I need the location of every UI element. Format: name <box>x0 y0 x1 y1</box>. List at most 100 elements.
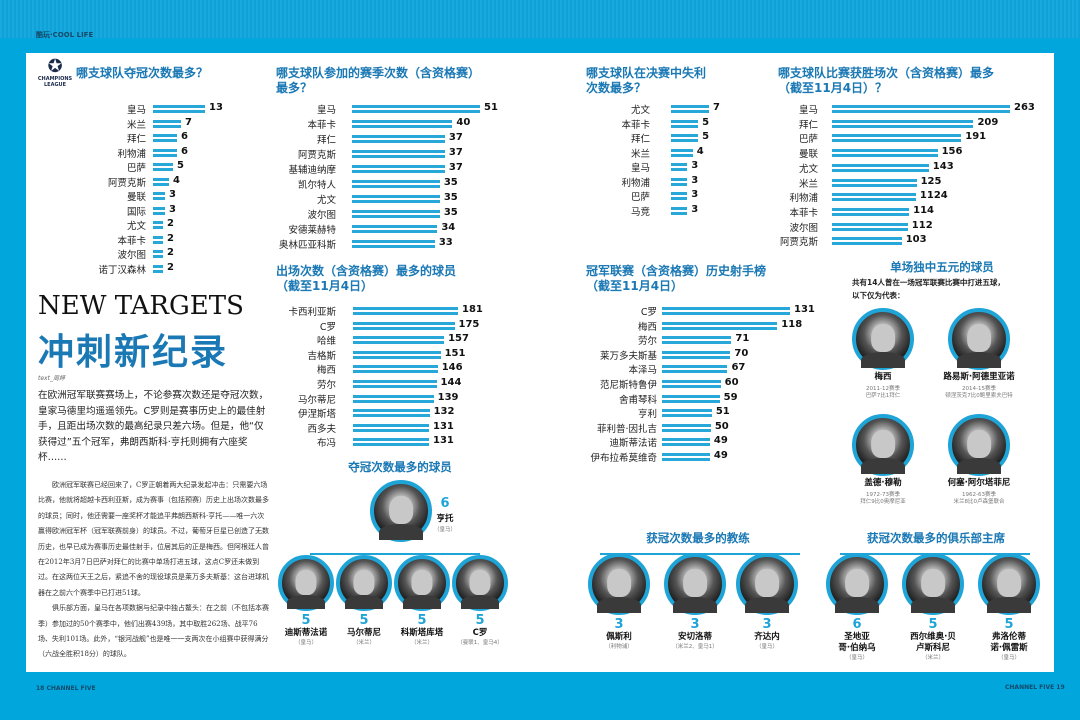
bar-value: 33 <box>438 237 453 248</box>
bar <box>671 177 688 186</box>
bar <box>832 222 908 231</box>
person-photo <box>852 414 914 476</box>
bar-label: 迪斯蒂法诺 <box>609 438 657 450</box>
bar-label: 国际 <box>126 206 146 218</box>
bar-value: 3 <box>691 189 699 200</box>
bar-value: 3 <box>169 189 176 200</box>
bar-value: 1124 <box>919 190 948 202</box>
bar-label: 波尔图 <box>117 250 146 261</box>
bar-label: 本菲卡 <box>621 119 650 131</box>
bar <box>153 206 165 215</box>
bar-label: 拜仁 <box>798 119 818 131</box>
bar-label: C罗 <box>319 321 336 333</box>
bar <box>832 193 916 202</box>
bar-value: 71 <box>735 333 750 345</box>
bar <box>352 195 440 203</box>
bar-value: 2 <box>167 232 174 244</box>
bar-label: 凯尔特人 <box>297 180 336 191</box>
player-name: 路易斯·阿德里亚诺 <box>943 372 1015 382</box>
bar <box>832 119 974 128</box>
bar <box>671 119 699 128</box>
bar <box>153 105 205 113</box>
bar-label: 伊涅斯塔 <box>297 409 336 421</box>
bar-value: 2 <box>167 218 174 229</box>
bar-value: 263 <box>1014 102 1035 113</box>
bar <box>153 163 173 171</box>
bar-value: 35 <box>443 192 458 203</box>
bar-value: 13 <box>209 102 223 113</box>
president-name: 哥·伯纳乌 <box>838 643 876 653</box>
bar-value: 175 <box>458 318 480 330</box>
bar-label: 劳尔 <box>316 380 336 391</box>
bar <box>832 134 962 143</box>
person-photo <box>978 553 1040 615</box>
player-name: 科斯塔库塔 <box>400 628 444 638</box>
bar-value: 49 <box>713 435 728 447</box>
bar <box>662 409 712 418</box>
bar-value: 3 <box>691 160 699 171</box>
bar <box>662 453 710 461</box>
bar-value: 139 <box>437 391 459 403</box>
presidents-title: 获冠次数最多的俱乐部主席 <box>867 531 1005 545</box>
player-name: C罗 <box>472 628 488 638</box>
bar-value: 6 <box>181 131 188 142</box>
bar-value: 60 <box>724 377 739 388</box>
bar-label: 拜仁 <box>630 134 650 145</box>
bar <box>662 423 711 432</box>
bar <box>662 438 710 447</box>
president-name: 西尔维奥·贝 <box>910 632 956 642</box>
bar-value: 144 <box>440 377 462 388</box>
bar-value: 51 <box>715 406 730 418</box>
president-club: （米兰） <box>921 655 944 661</box>
bar-label: 米兰 <box>630 148 650 160</box>
bar-value: 7 <box>185 116 192 128</box>
bar <box>352 210 440 218</box>
bar-value: 125 <box>920 175 942 187</box>
bar-label: 皇马 <box>316 105 336 116</box>
bar-value: 50 <box>714 420 729 432</box>
bar <box>662 350 731 359</box>
bar-label: 哈维 <box>316 336 336 348</box>
player-season: 1962-63赛季 <box>962 492 996 498</box>
bar-value: 2 <box>167 247 174 258</box>
bar-label: 马尔蒂尼 <box>297 394 336 406</box>
bar-value: 131 <box>794 304 815 315</box>
bar-label: 梅西 <box>316 365 336 377</box>
bar-value: 2 <box>167 261 174 273</box>
bar <box>671 148 693 157</box>
bar-label: 米兰 <box>798 178 818 190</box>
player-count: 5 <box>475 613 485 628</box>
bar <box>352 225 438 233</box>
chart-title: 哪支球队参加的赛季次数（含资格赛） 最多？ <box>276 66 481 95</box>
bar <box>671 192 688 200</box>
bar-value: 59 <box>723 391 738 403</box>
bar-value: 67 <box>731 362 746 374</box>
bar <box>153 177 169 186</box>
bar-value: 6 <box>181 145 188 157</box>
bar-label: 利物浦 <box>789 193 818 205</box>
person-photo <box>278 555 334 611</box>
bar-label: 尤文 <box>126 221 146 232</box>
bar-value: 143 <box>932 160 954 172</box>
bar-value: 49 <box>713 450 728 461</box>
person-photo <box>664 553 726 615</box>
body-paragraph-1: 欧洲冠军联赛已经回来了，C罗正朝着两大纪录发起冲击：只需要六场比赛，他就将超越卡… <box>38 481 269 597</box>
bar-label: 拜仁 <box>126 134 146 145</box>
bar-label: 尤文 <box>798 163 818 175</box>
bar <box>671 105 709 113</box>
president-club: （皇马） <box>997 655 1020 661</box>
player-count: 5 <box>301 613 311 628</box>
president-name: 圣地亚 <box>844 632 870 642</box>
bar <box>153 221 163 229</box>
bar <box>832 149 938 158</box>
player-club: （米兰） <box>410 640 433 646</box>
bar-value: 4 <box>173 174 180 186</box>
bar-label: 马竞 <box>630 206 650 218</box>
bar-label: 基辅迪纳摩 <box>288 165 336 176</box>
bar-label: 波尔图 <box>307 210 336 221</box>
player-season: 1972-73赛季 <box>866 492 900 498</box>
player-club: （米兰） <box>352 640 375 646</box>
starball-icon: ✪ <box>47 56 63 77</box>
player-count: 5 <box>417 613 427 628</box>
bar-label: 奥林匹亚科斯 <box>278 240 336 251</box>
